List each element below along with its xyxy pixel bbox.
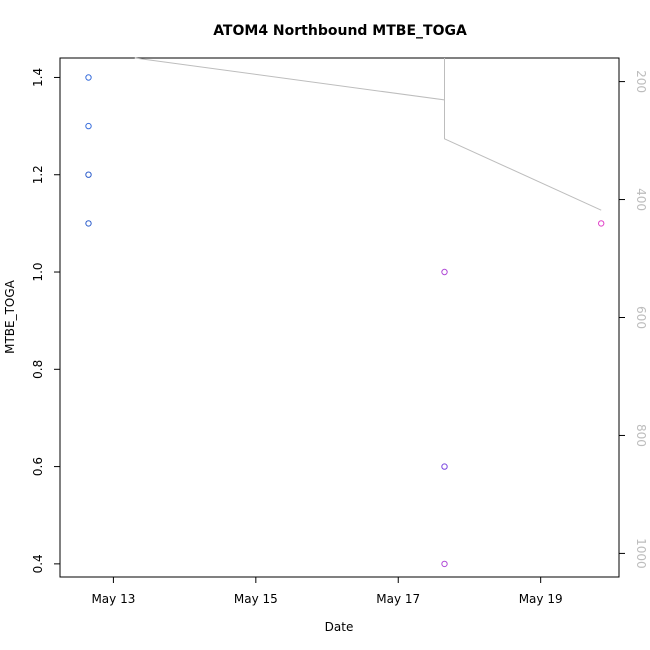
x-tick-label: May 13 [91,592,135,606]
y-tick-label: 0.8 [31,360,45,379]
secondary-line-layer [134,57,602,211]
data-point [441,268,448,276]
y-axis: 0.4 0.6 0.8 1.0 1.2 1.4 [31,68,60,573]
x-tick-label: May 19 [519,592,563,606]
secondary-y-tick-label: 1000 [634,538,648,569]
y-tick-label: 1.2 [31,165,45,184]
data-point [85,122,92,130]
data-point [441,463,448,470]
data-point [85,220,92,227]
data-point [441,560,448,568]
y-axis-label: MTBE_TOGA [3,279,17,354]
x-axis: May 13 May 15 May 17 May 19 [91,577,563,606]
data-point [85,171,92,178]
secondary-y-tick-label: 800 [634,424,648,447]
chart-title: ATOM4 Northbound MTBE_TOGA [213,23,467,39]
x-tick-label: May 17 [376,592,420,606]
secondary-y-tick-label: 400 [634,188,648,211]
y-tick-label: 1.0 [31,262,45,281]
data-point [598,220,605,227]
y-tick-label: 1.4 [31,68,45,87]
secondary-y-tick-label: 600 [634,306,648,329]
plot-frame [59,57,620,578]
points-layer [85,74,605,568]
data-point [85,74,92,81]
y-tick-label: 0.6 [31,457,45,476]
x-axis-label: Date [325,620,354,634]
secondary-y-tick-label: 200 [634,70,648,93]
secondary-series-line [134,57,602,211]
x-tick-label: May 15 [234,592,278,606]
y-tick-label: 0.4 [31,554,45,573]
secondary-y-axis: 200 400 600 800 1000 [619,70,648,569]
